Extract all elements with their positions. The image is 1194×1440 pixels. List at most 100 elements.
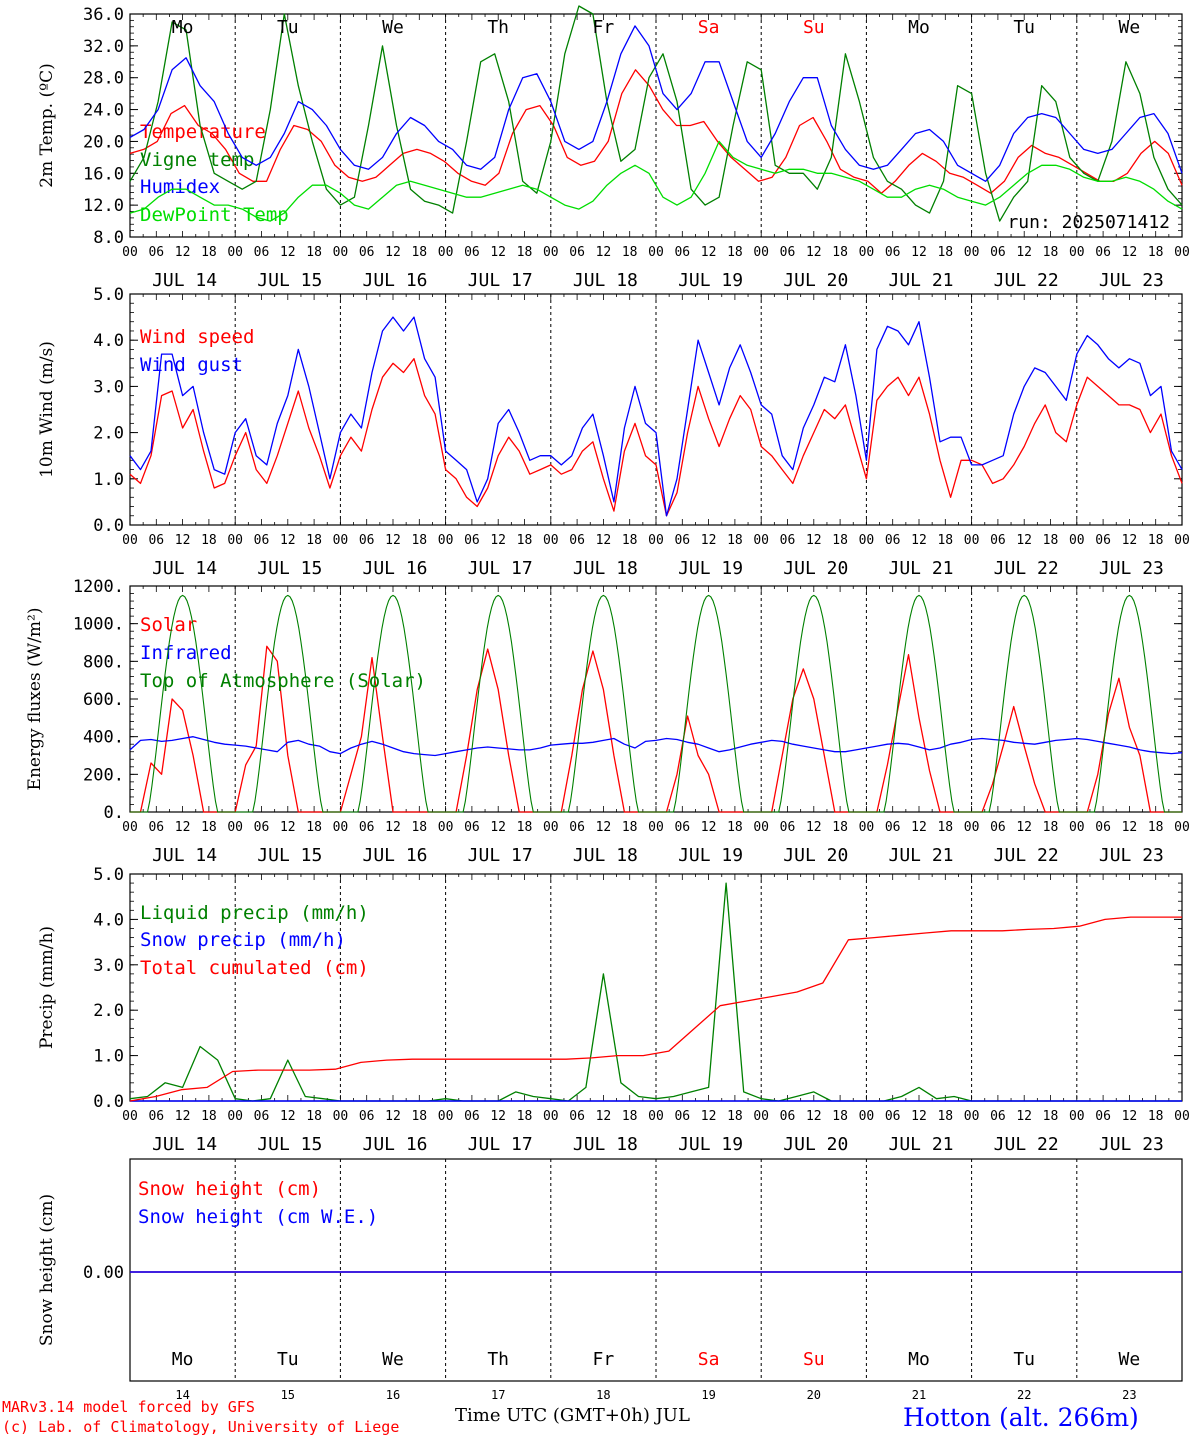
date-label: JUL 20 [783, 1134, 848, 1155]
legend-entry: Solar [140, 614, 197, 636]
hour-tick-label: 12 [280, 820, 296, 835]
hour-tick-label: 18 [1148, 533, 1164, 548]
hour-tick-label: 00 [543, 1109, 559, 1124]
y-tick-label: 0.0 [93, 1092, 124, 1112]
date-label: JUL 17 [468, 845, 533, 866]
hour-tick-label: 18 [201, 820, 217, 835]
hour-tick-label: 12 [596, 820, 612, 835]
y-tick-label: 0.00 [83, 1263, 124, 1283]
legend-entry: Snow precip (mm/h) [140, 929, 346, 951]
date-label: JUL 14 [152, 558, 217, 579]
hour-tick-label: 06 [990, 1109, 1006, 1124]
hour-tick-label: 00 [543, 533, 559, 548]
hour-tick-label: 00 [333, 1109, 349, 1124]
y-tick-label: 1.0 [93, 470, 124, 490]
hour-tick-label: 06 [674, 820, 690, 835]
day-number-label: 18 [596, 1388, 610, 1402]
hour-tick-label: 18 [411, 1109, 427, 1124]
y-tick-label: 0.0 [93, 516, 124, 536]
date-label: JUL 15 [257, 270, 322, 291]
hour-tick-label: 18 [937, 533, 953, 548]
hour-tick-label: 00 [1069, 245, 1085, 260]
hour-tick-label: 12 [911, 533, 927, 548]
date-label: JUL 20 [783, 845, 848, 866]
hour-tick-label: 00 [753, 1109, 769, 1124]
hour-tick-label: 12 [701, 1109, 717, 1124]
date-label: JUL 21 [888, 270, 953, 291]
hour-tick-label: 18 [832, 820, 848, 835]
hour-tick-label: 18 [306, 1109, 322, 1124]
weekday-label: Su [803, 1349, 825, 1370]
hour-tick-label: 06 [1095, 245, 1111, 260]
hour-tick-label: 18 [1043, 533, 1059, 548]
date-label: JUL 18 [573, 558, 638, 579]
hour-tick-label: 12 [385, 245, 401, 260]
hour-tick-label: 00 [1174, 820, 1190, 835]
y-tick-label: 24.0 [83, 101, 124, 121]
hour-tick-label: 12 [806, 245, 822, 260]
hour-tick-label: 06 [148, 1109, 164, 1124]
date-label: JUL 21 [888, 845, 953, 866]
date-label: JUL 17 [468, 558, 533, 579]
hour-tick-label: 18 [411, 533, 427, 548]
hour-tick-label: 18 [306, 533, 322, 548]
hour-tick-label: 12 [280, 533, 296, 548]
date-label: JUL 19 [678, 558, 743, 579]
y-tick-label: 20.0 [83, 132, 124, 152]
hour-tick-label: 12 [385, 820, 401, 835]
date-label: JUL 14 [152, 845, 217, 866]
series-dewpoint-temp [129, 140, 1183, 222]
hour-tick-label: 06 [359, 533, 375, 548]
series-humidex [129, 25, 1183, 182]
hour-tick-label: 12 [490, 820, 506, 835]
legend-entry: Temperature [140, 121, 266, 143]
y-tick-label: 400. [83, 728, 124, 748]
hour-tick-label: 12 [1122, 820, 1138, 835]
hour-tick-label: 06 [359, 1109, 375, 1124]
series-infrared [129, 736, 1183, 757]
hour-tick-label: 12 [596, 245, 612, 260]
hour-tick-label: 12 [596, 1109, 612, 1124]
hour-tick-label: 00 [964, 533, 980, 548]
hour-tick-label: 18 [1043, 245, 1059, 260]
hour-tick-label: 00 [1069, 1109, 1085, 1124]
day-number-label: 20 [807, 1388, 821, 1402]
date-label: JUL 23 [1099, 270, 1164, 291]
hour-tick-label: 06 [148, 533, 164, 548]
run-label: run: 2025071412 [1007, 212, 1170, 233]
y-tick-label: 1.0 [93, 1047, 124, 1067]
legend-entry: Wind speed [140, 326, 254, 348]
hour-tick-label: 06 [990, 533, 1006, 548]
weekday-label: Sa [698, 1349, 720, 1370]
weekday-label: Tu [277, 17, 299, 38]
legend-entry: Infrared [140, 642, 232, 664]
hour-tick-label: 06 [674, 533, 690, 548]
date-label: JUL 16 [362, 270, 427, 291]
y-tick-label: 28.0 [83, 69, 124, 89]
hour-tick-label: 18 [622, 820, 638, 835]
hour-tick-label: 00 [648, 820, 664, 835]
y-tick-label: 5.0 [93, 865, 124, 885]
date-label: JUL 18 [573, 845, 638, 866]
day-number-label: 22 [1017, 1388, 1031, 1402]
hour-tick-label: 06 [780, 533, 796, 548]
hour-tick-label: 18 [1043, 820, 1059, 835]
hour-tick-label: 12 [1016, 533, 1032, 548]
hour-tick-label: 18 [517, 533, 533, 548]
hour-tick-label: 00 [227, 245, 243, 260]
hour-tick-label: 00 [1069, 533, 1085, 548]
weekday-label: We [1119, 1349, 1141, 1370]
legend-entry: Liquid precip (mm/h) [140, 902, 369, 924]
weekday-label: Tu [1013, 1349, 1035, 1370]
day-number-label: 16 [386, 1388, 400, 1402]
hour-tick-label: 12 [490, 245, 506, 260]
hour-tick-label: 18 [622, 1109, 638, 1124]
hour-tick-label: 06 [359, 820, 375, 835]
weekday-label: Tu [277, 1349, 299, 1370]
hour-tick-label: 18 [517, 820, 533, 835]
date-label: JUL 15 [257, 845, 322, 866]
y-axis-label: 10m Wind (m/s) [37, 341, 57, 478]
date-label: JUL 23 [1099, 558, 1164, 579]
y-tick-label: 2.0 [93, 424, 124, 444]
hour-tick-label: 06 [359, 245, 375, 260]
